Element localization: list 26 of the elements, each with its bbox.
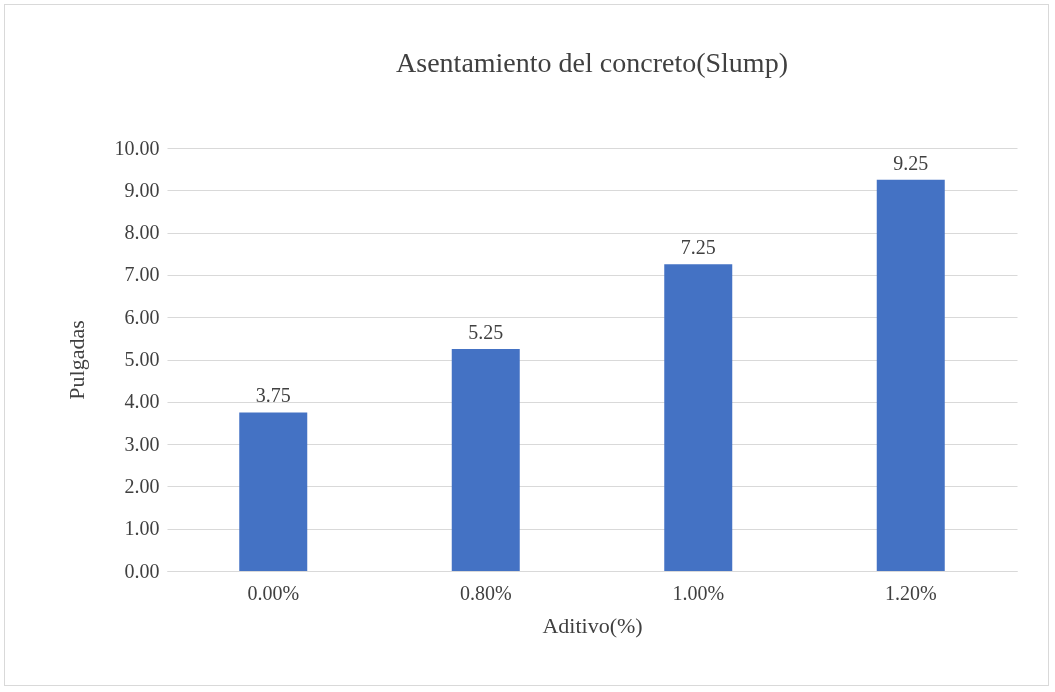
data-label: 3.75 (255, 384, 291, 407)
chart-title: Asentamiento del concreto(Slump) (396, 47, 788, 78)
x-tick-label: 1.20% (884, 581, 937, 604)
y-tick-label: 4.00 (124, 390, 160, 413)
x-axis-title: Aditivo(%) (542, 612, 643, 638)
bar (664, 264, 733, 571)
y-tick-label: 5.00 (124, 348, 160, 370)
bar (451, 348, 520, 571)
x-tick-label: 0.80% (459, 581, 512, 604)
data-label: 9.25 (893, 151, 929, 174)
y-tick-label: 0.00 (124, 559, 160, 582)
data-label: 5.25 (468, 320, 504, 343)
x-tick-label: 0.00% (247, 581, 300, 604)
y-tick-label: 9.00 (124, 178, 160, 201)
y-tick-label: 2.00 (124, 474, 160, 497)
data-label: 7.25 (680, 236, 716, 259)
y-tick-label: 8.00 (124, 221, 160, 244)
y-tick-label: 10.00 (114, 136, 160, 159)
bar (239, 412, 308, 571)
x-tick-label: 1.00% (672, 581, 725, 604)
bar (876, 179, 945, 571)
y-tick-label: 6.00 (124, 305, 160, 328)
y-tick-label: 3.00 (124, 432, 160, 455)
y-tick-label: 1.00 (124, 517, 160, 540)
y-axis-title: Pulgadas (63, 320, 89, 400)
y-tick-label: 7.00 (124, 263, 160, 286)
